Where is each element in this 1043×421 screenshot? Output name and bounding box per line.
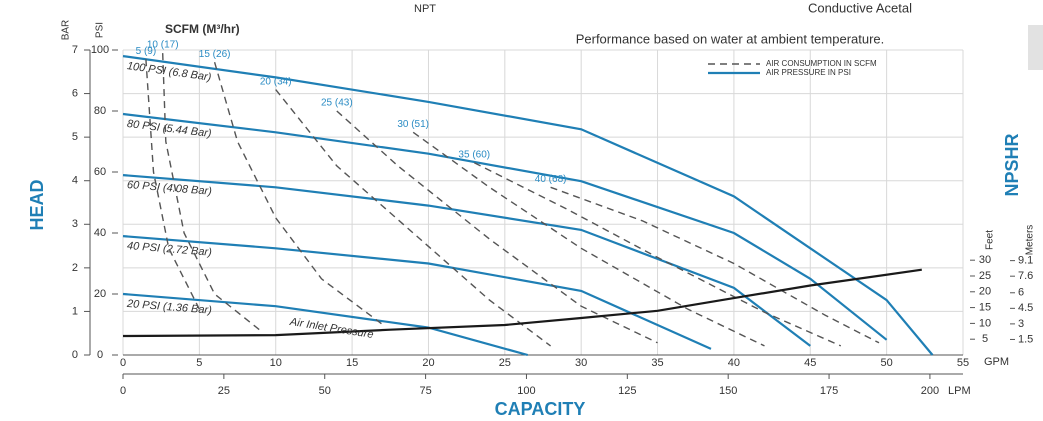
bar-tick-label: 4 [72, 175, 78, 187]
bar-tick-label: 0 [72, 349, 78, 361]
y3-unit: Meters [1025, 225, 1036, 256]
series-label: 10 (17) [147, 40, 179, 51]
consumption-line [336, 110, 658, 344]
x2-tick-label: 0 [120, 385, 126, 397]
series-label: 25 (43) [321, 98, 353, 109]
x-axis-title: CAPACITY [495, 399, 586, 419]
bar-tick-label: 3 [72, 218, 78, 230]
series-label: 40 (68) [535, 174, 567, 185]
top-label: NPT [414, 3, 436, 15]
y3-tick-label: 3 [1018, 318, 1024, 330]
x-tick-label: 5 [196, 357, 202, 369]
psi-unit: PSI [95, 22, 106, 38]
y2-tick-label: 5 [982, 333, 988, 345]
series-label: 15 (26) [199, 49, 231, 60]
annotation: Air Inlet Pressure [288, 316, 374, 341]
pressure-line [122, 292, 528, 357]
x-tick-label: 10 [270, 357, 282, 369]
consumption-line [550, 186, 880, 344]
series-label: 35 (60) [458, 149, 490, 160]
y2-tick-label: 30 [979, 254, 991, 266]
y-tick-label: 100 [91, 44, 109, 56]
y3-tick-label: 7.6 [1018, 270, 1033, 282]
bar-tick-label: 7 [72, 44, 78, 56]
x2-tick-label: 75 [419, 385, 431, 397]
x-tick-label: 0 [120, 357, 126, 369]
y-tick-label: 60 [94, 166, 106, 178]
y2-tick-label: 25 [979, 270, 991, 282]
x2-tick-label: 175 [820, 385, 838, 397]
x2-tick-label: 150 [719, 385, 737, 397]
chart-title: Performance based on water at ambient te… [576, 31, 885, 46]
consumption-line [412, 131, 765, 347]
x-tick-label: 25 [499, 357, 511, 369]
x-tick-label: 30 [575, 357, 587, 369]
consumption-line [275, 89, 552, 347]
x2-tick-label: 100 [517, 385, 535, 397]
pressure-line [122, 235, 712, 350]
y2-tick-label: 10 [979, 317, 991, 329]
x-tick-label: 15 [346, 357, 358, 369]
pressure-line [122, 112, 888, 341]
consumption-line [473, 162, 842, 347]
legend-label: AIR CONSUMPTION IN SCFM [766, 59, 877, 68]
npshr-line [122, 268, 922, 338]
x-tick-label: 45 [804, 357, 816, 369]
consumption-line [213, 62, 384, 326]
pressure-line [122, 174, 811, 347]
y3-tick-label: 1.5 [1018, 333, 1033, 345]
x2-tick-label: 125 [618, 385, 636, 397]
y-axis-title: HEAD [27, 179, 47, 230]
y3-tick-label: 6 [1018, 287, 1024, 299]
series-label: 30 (51) [397, 119, 429, 130]
x2-unit: LPM [948, 385, 971, 397]
bar-tick-label: 5 [72, 131, 78, 143]
x-tick-label: 35 [651, 357, 663, 369]
y-tick-label: 40 [94, 227, 106, 239]
legend-label: AIR PRESSURE IN PSI [766, 68, 851, 77]
y-tick-label: 0 [97, 349, 103, 361]
x-tick-label: 50 [881, 357, 893, 369]
x2-tick-label: 25 [218, 385, 230, 397]
x2-tick-label: 50 [319, 385, 331, 397]
bar-tick-label: 6 [72, 87, 78, 99]
bar-unit: BAR [61, 20, 72, 41]
y2-axis-title: NPSHR [1002, 133, 1022, 196]
x-tick-label: 55 [957, 357, 969, 369]
bar-tick-label: 2 [72, 262, 78, 274]
y3-tick-label: 9.1 [1018, 255, 1033, 267]
x2-tick-label: 200 [921, 385, 939, 397]
y2-tick-label: 15 [979, 301, 991, 313]
bar-tick-label: 1 [72, 305, 78, 317]
y2-tick-label: 20 [979, 286, 991, 298]
pressure-line [122, 55, 934, 356]
series-label: 20 (34) [260, 76, 292, 87]
top-label: Conductive Acetal [808, 0, 912, 15]
y-tick-label: 80 [94, 105, 106, 117]
y3-tick-label: 4.5 [1018, 302, 1033, 314]
consumption-line [162, 53, 261, 332]
y2-unit: Feet [985, 230, 996, 250]
photo-fragment [1028, 25, 1043, 70]
series-label: 5 (9) [136, 46, 157, 57]
x-unit: GPM [984, 356, 1009, 368]
y-tick-label: 20 [94, 288, 106, 300]
x-tick-label: 20 [422, 357, 434, 369]
x-tick-label: 40 [728, 357, 740, 369]
scfm-label: SCFM (M³/hr) [165, 22, 240, 36]
